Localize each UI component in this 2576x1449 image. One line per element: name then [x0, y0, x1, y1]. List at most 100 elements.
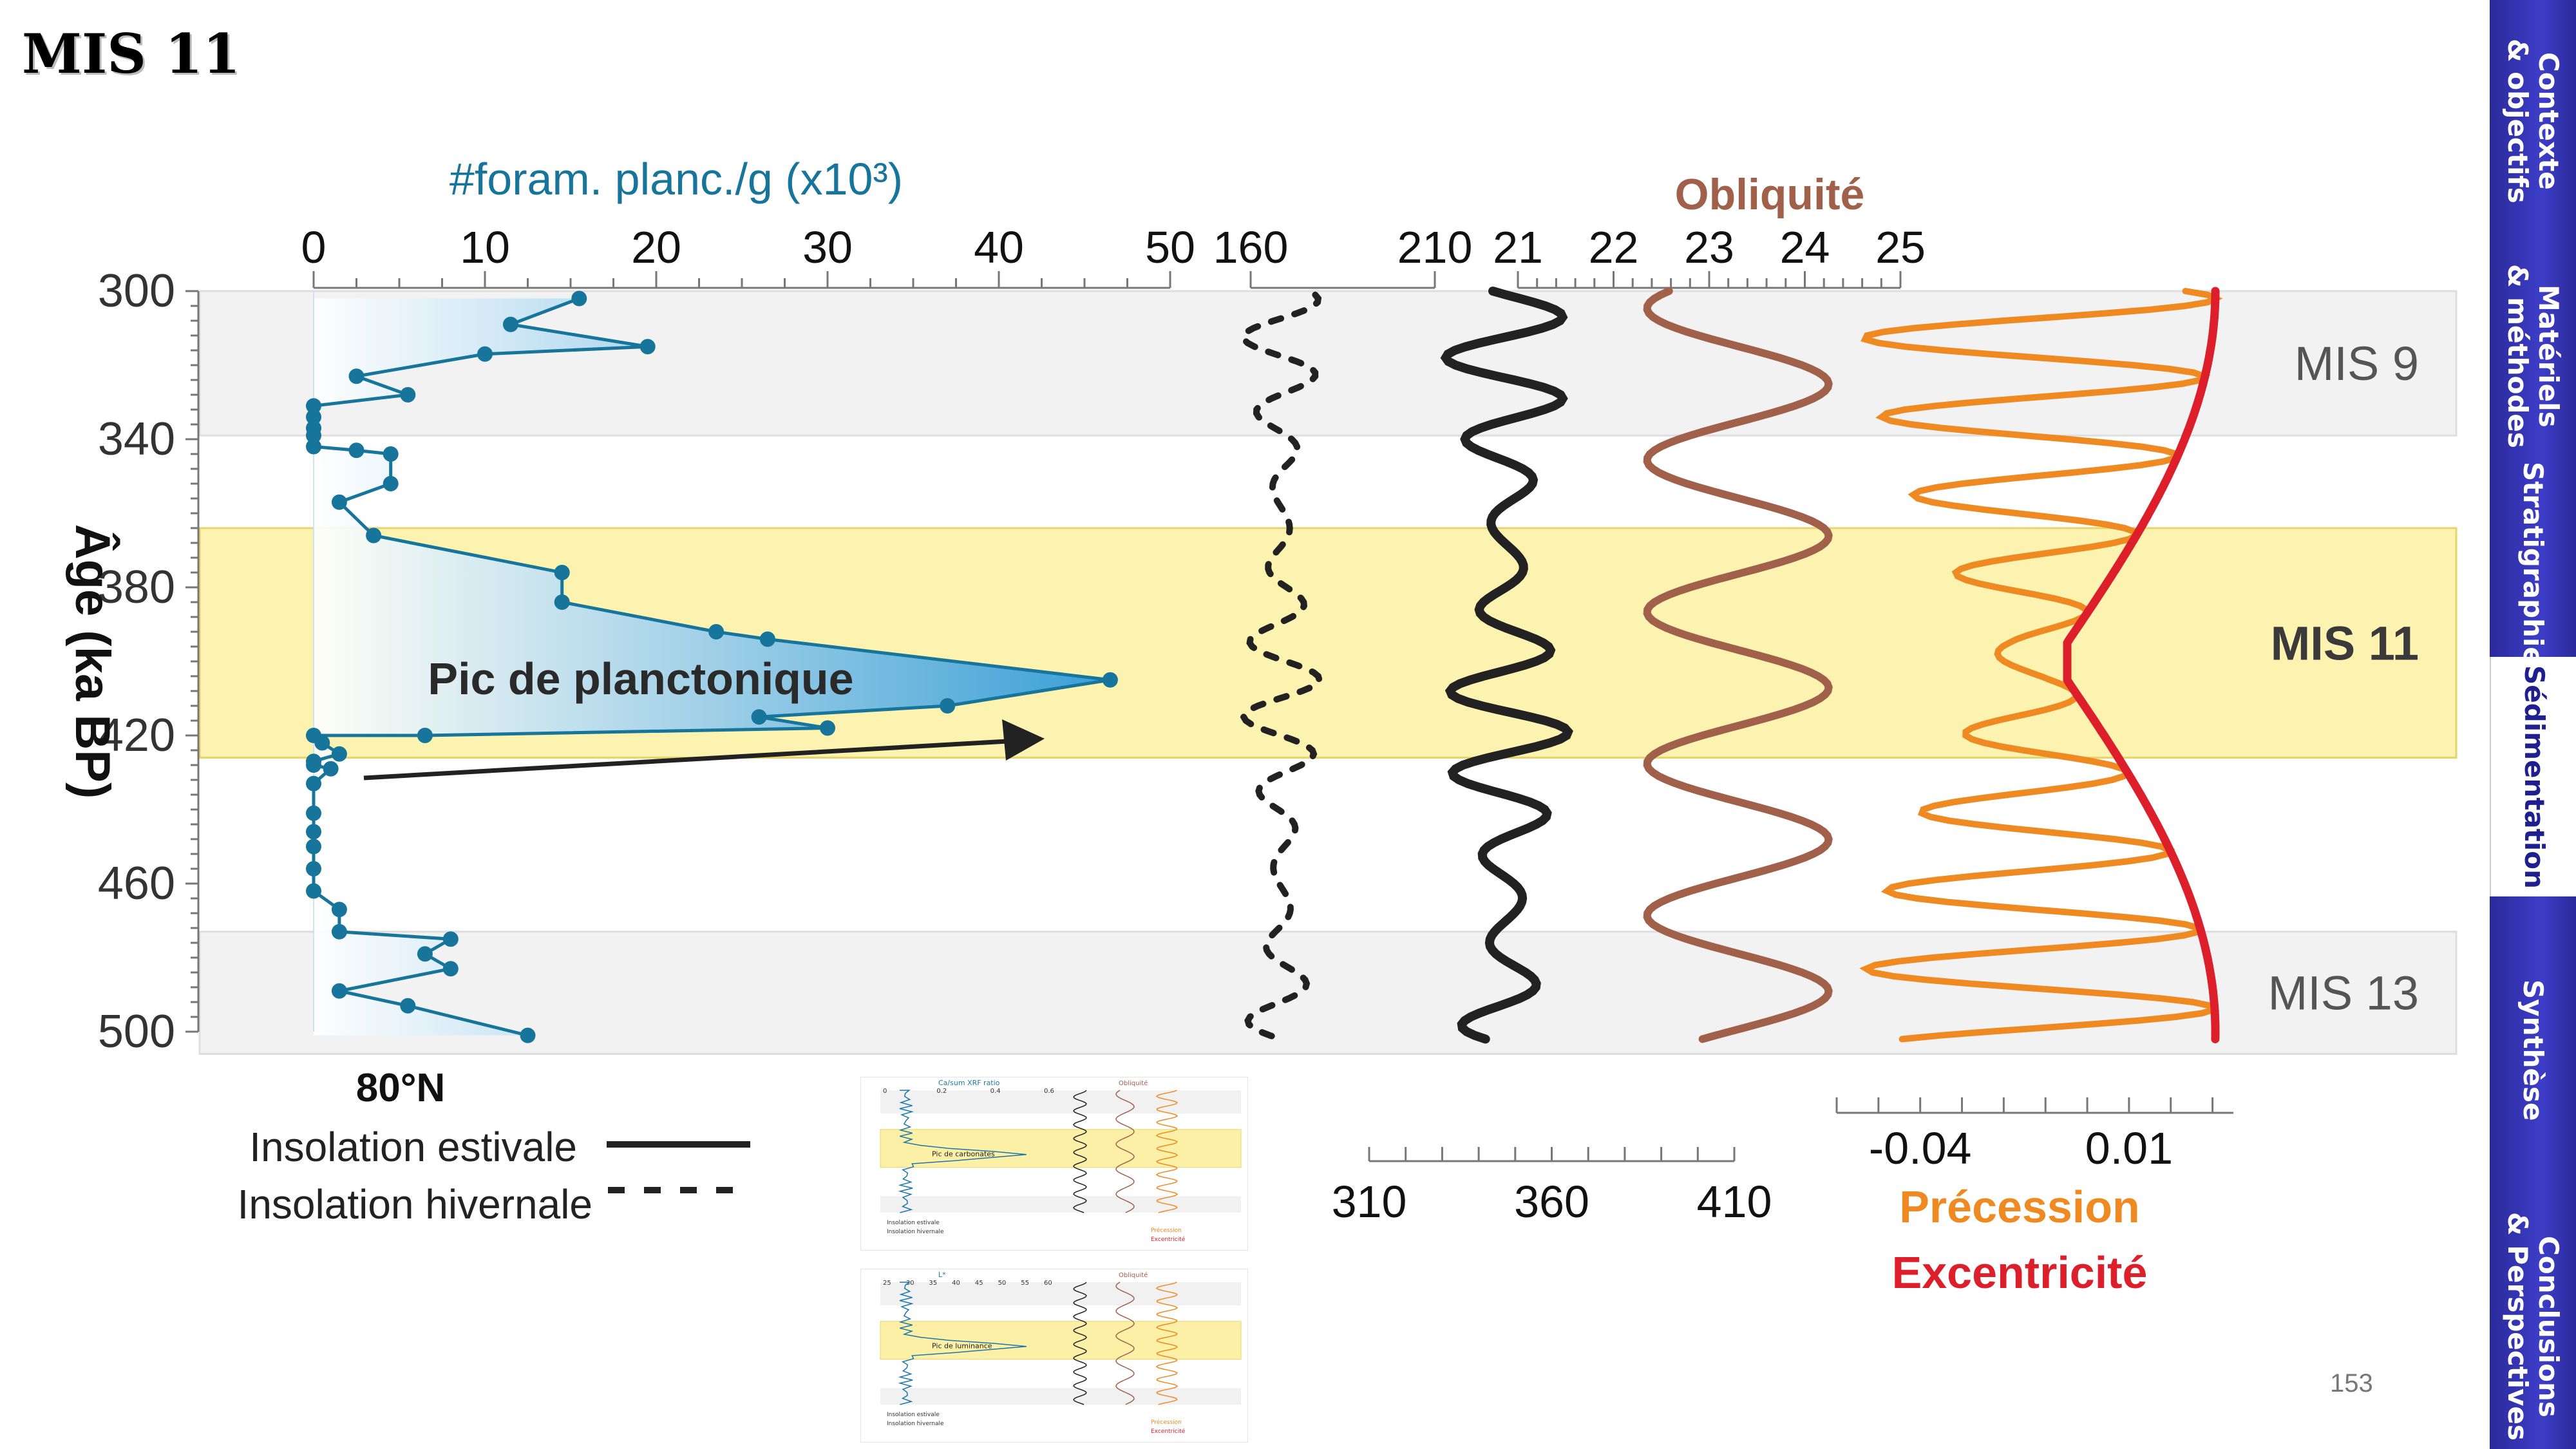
- obliquity-tick-label: 25: [1875, 222, 1926, 272]
- insolation-top-tick-label: 160: [1213, 222, 1289, 272]
- foram-annotation: Pic de planctonique: [428, 654, 853, 704]
- thumb-tick-label: 35: [929, 1280, 937, 1287]
- foram-point: [306, 838, 321, 855]
- slide-title: MIS 11: [22, 22, 241, 86]
- foram-point: [306, 883, 321, 899]
- thumb-legend-summer: Insolation estivale: [887, 1412, 940, 1418]
- nav-tab-label: Matériels & méthodes: [2502, 264, 2564, 448]
- thumb-legend-winter: Insolation hivernale: [887, 1421, 944, 1427]
- nav-tab-label: Synthèse: [2517, 980, 2549, 1121]
- thumb-precession-label: Précession: [1151, 1227, 1182, 1234]
- obliquity-tick-label: 21: [1493, 222, 1543, 272]
- age-tick-label: 300: [98, 265, 175, 317]
- thumb-band-mis11: [880, 1321, 1242, 1360]
- age-axis-label: Âge (ka BP): [65, 524, 120, 799]
- winter-insolation-line: [1240, 291, 1323, 1043]
- thumb-tick-label: 60: [1044, 1280, 1052, 1287]
- annotation-arrow-line: [363, 738, 1019, 781]
- foram-point: [383, 446, 399, 462]
- foram-point: [400, 998, 416, 1014]
- foram-point: [306, 398, 321, 414]
- nav-tab-2[interactable]: Matériels & méthodes: [2490, 242, 2576, 470]
- annotation-arrow-head: [1002, 719, 1045, 761]
- foram-tick-label: 0: [301, 222, 327, 272]
- foram-area: [314, 298, 1110, 1036]
- thumb-series: [898, 1282, 1027, 1405]
- precession-tick-label: -0.04: [1869, 1123, 1972, 1173]
- thumb-tick-label: 0.2: [936, 1088, 947, 1095]
- foram-point: [314, 735, 330, 751]
- foram-point: [306, 409, 321, 425]
- foram-point: [417, 946, 433, 962]
- obliquity-line: [1643, 287, 1833, 1043]
- thumb-legend-winter: Insolation hivernale: [887, 1229, 944, 1235]
- foram-point: [759, 631, 775, 647]
- foram-point: [442, 961, 459, 977]
- foram-point: [1102, 672, 1118, 688]
- nav-tab-label: Conclusions & Perspectives: [2502, 1212, 2564, 1441]
- thumb-axis-label: L*: [938, 1271, 946, 1279]
- foram-point: [751, 709, 767, 725]
- foram-point: [306, 428, 321, 444]
- precession-line: [1859, 288, 2223, 1043]
- nav-tab-label: Stratigraphie: [2517, 462, 2549, 665]
- age-tick-label: 500: [98, 1006, 175, 1057]
- thumb-obliquity-line: [1115, 1282, 1135, 1405]
- nav-tab-4[interactable]: Sédimentation: [2490, 657, 2576, 896]
- foram-panel: 0 10 20 30 40 50 #foram. planc./g (x10³) Pic de…: [301, 154, 1195, 1110]
- foram-point: [520, 1027, 536, 1043]
- foram-point: [502, 316, 518, 332]
- foram-point: [417, 728, 433, 743]
- legend: Insolation estivale Insolation hivernale: [238, 1124, 750, 1227]
- precession-label: Précession: [1899, 1182, 2140, 1232]
- foram-tick-label: 10: [460, 222, 510, 272]
- foram-point: [348, 368, 365, 384]
- foram-point: [940, 698, 956, 714]
- foram-point: [331, 746, 347, 762]
- nav-tab-3[interactable]: Stratigraphie: [2490, 462, 2576, 665]
- age-tick-label: 380: [98, 562, 175, 613]
- nav-tab-5[interactable]: Synthèse: [2490, 896, 2576, 1204]
- insolation-bottom-tick-label: 410: [1697, 1177, 1772, 1227]
- thumb-tick-label: 50: [998, 1280, 1007, 1287]
- band-label: MIS 13: [2268, 967, 2419, 1020]
- thumb-precession-line: [1155, 1090, 1179, 1213]
- thumb-annotation: Pic de carbonates: [932, 1150, 995, 1159]
- foram-point: [306, 805, 321, 821]
- foram-point: [571, 290, 587, 307]
- foram-point: [306, 439, 321, 455]
- eccentricity-label: Excentricité: [1892, 1247, 2148, 1298]
- thumb-band-mis13: [880, 1388, 1241, 1405]
- thumb-obliquity: Obliquité: [1119, 1271, 1148, 1279]
- thumb-axis-label: Ca/sum XRF ratio: [938, 1079, 1000, 1087]
- thumb-tick-label: 0.4: [990, 1088, 1001, 1095]
- foram-point: [331, 494, 347, 510]
- foram-tick-label: 50: [1145, 222, 1195, 272]
- precession-panel: -0.04 0.01 Précession Excentricité: [1835, 287, 2233, 1298]
- foram-point: [323, 761, 339, 777]
- foram-point: [554, 565, 570, 580]
- thumb-obliquity-line: [1115, 1090, 1135, 1213]
- obliquity-tick-label: 24: [1780, 222, 1830, 272]
- thumb-tick-label: 55: [1021, 1280, 1029, 1287]
- foram-point: [306, 775, 321, 791]
- obliquity-tick-label: 22: [1589, 222, 1639, 272]
- foram-point: [708, 624, 724, 639]
- thumbnail-carbonates: Ca/sum XRF ratio Obliquité 0 0.2 0.4 0.6 Pic d…: [860, 1077, 1248, 1251]
- summer-insolation-line: [1440, 287, 1573, 1044]
- nav-tab-6[interactable]: Conclusions & Perspectives: [2490, 1204, 2576, 1449]
- thumbnail-luminance: L* Obliquité 25 30 35 40 45 50 55 60 Pic de lumina…: [860, 1269, 1248, 1443]
- foram-point: [331, 902, 347, 918]
- thumb-series: [898, 1090, 1027, 1213]
- band-label: MIS 11: [2271, 616, 2419, 670]
- thumb-tick-label: 25: [883, 1280, 891, 1287]
- foram-point: [306, 757, 321, 773]
- band-label: MIS 9: [2295, 337, 2419, 390]
- insolation-top-tick-label: 210: [1397, 222, 1473, 272]
- nav-tab-1[interactable]: Contexte & objectifs: [2490, 0, 2576, 242]
- thumb-tick-label: 30: [906, 1280, 914, 1287]
- page-number: 153: [2330, 1369, 2373, 1397]
